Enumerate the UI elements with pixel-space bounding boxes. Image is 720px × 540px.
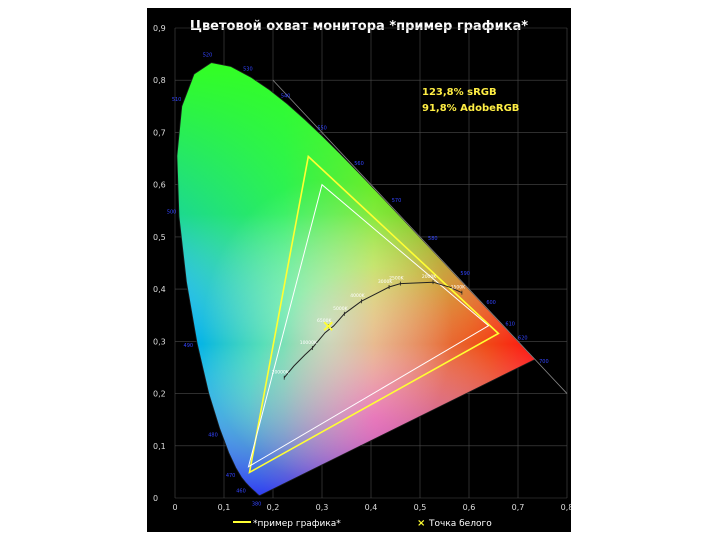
- wavelength-label: 620: [518, 336, 528, 342]
- y-tick-label: 0,3: [153, 337, 166, 346]
- y-axis-ticks: 0 0,1 0,2 0,3 0,4 0,5 0,6 0,7 0,8 0,9: [153, 24, 166, 503]
- annotation-adobergb: 91,8% AdobeRGB: [422, 103, 519, 114]
- legend: *пример графика* × Точка белого: [233, 518, 492, 529]
- wavelength-label: 500: [167, 210, 177, 216]
- white-point: [323, 321, 333, 331]
- chart-title: Цветовой охват монитора *пример графика*: [190, 19, 528, 34]
- x-tick-label: 0,6: [463, 503, 476, 512]
- temperature-label: 3000K: [378, 279, 393, 285]
- wavelength-label: 480: [208, 433, 218, 439]
- y-tick-label: 0,8: [153, 76, 166, 85]
- x-axis-ticks: 0 0,1 0,2 0,3 0,4 0,5 0,6 0,7 0,8: [172, 503, 573, 512]
- x-tick-label: 0,4: [365, 503, 378, 512]
- temperature-label: 5000K: [333, 306, 348, 312]
- y-tick-label: 0,5: [153, 233, 166, 242]
- legend-label-white-point: Точка белого: [428, 519, 492, 529]
- wavelength-label: 520: [203, 52, 213, 58]
- gamut-triangles: [247, 154, 500, 474]
- y-tick-label: 0,2: [153, 390, 166, 399]
- wavelength-labels: 380 460 470 480 490 500 510 520 530 540 550 560 570 5…: [167, 52, 549, 507]
- x-tick-label: 0: [172, 503, 177, 512]
- annotation-srgb: 123,8% sRGB: [422, 87, 497, 98]
- wavelength-label: 490: [184, 343, 194, 349]
- temperature-label: 1500K: [451, 285, 466, 291]
- wavelength-label: 560: [354, 161, 364, 167]
- y-tick-label: 0,7: [153, 128, 166, 137]
- legend-label-series: *пример графика*: [253, 519, 341, 529]
- wavelength-label: 510: [172, 97, 182, 103]
- wavelength-label: 460: [236, 488, 246, 494]
- wavelength-label: 530: [243, 67, 253, 73]
- spectral-locus-fill: [176, 62, 536, 496]
- wavelength-label: 470: [226, 473, 236, 479]
- x-tick-label: 0,2: [267, 503, 280, 512]
- temperature-label: 4000K: [350, 293, 365, 299]
- wavelength-label: 610: [505, 322, 515, 328]
- legend-x-marker: ×: [417, 518, 425, 529]
- wavelength-label: 580: [428, 236, 438, 242]
- y-tick-label: 0,4: [153, 285, 166, 294]
- wavelength-label: 570: [392, 198, 402, 204]
- wavelength-label: 550: [317, 126, 327, 132]
- x-tick-label: 0,5: [414, 503, 427, 512]
- y-tick-label: 0,9: [153, 24, 166, 33]
- temperature-label: 2000K: [422, 274, 437, 280]
- wavelength-label: 600: [486, 300, 496, 306]
- x-tick-label: 0,8: [561, 503, 571, 512]
- temperature-label: 20000K: [272, 370, 290, 376]
- temperature-label: 6500K: [317, 318, 332, 324]
- y-tick-label: 0: [153, 494, 158, 503]
- white-point-stroke-b: [323, 321, 333, 331]
- cie-chart: Цветовой охват монитора *пример графика*…: [153, 19, 573, 529]
- boundary-line: [272, 79, 568, 394]
- x-tick-label: 0,7: [512, 503, 525, 512]
- x-tick-label: 0,3: [316, 503, 329, 512]
- x-tick-label: 0,1: [218, 503, 231, 512]
- wavelength-label: 540: [281, 93, 291, 99]
- temperature-label: 2500K: [389, 276, 404, 282]
- wavelength-label: 700: [539, 359, 549, 365]
- gamut-triangle-srgb: [247, 183, 490, 468]
- temperature-label: 10000K: [300, 340, 318, 346]
- wavelength-label: 380: [252, 502, 262, 508]
- wavelength-label: 590: [460, 271, 470, 277]
- chart-panel: Цветовой охват монитора *пример графика*…: [147, 8, 573, 532]
- y-tick-label: 0,6: [153, 181, 166, 190]
- y-tick-label: 0,1: [153, 442, 166, 451]
- gamut-triangle-series: [248, 154, 500, 474]
